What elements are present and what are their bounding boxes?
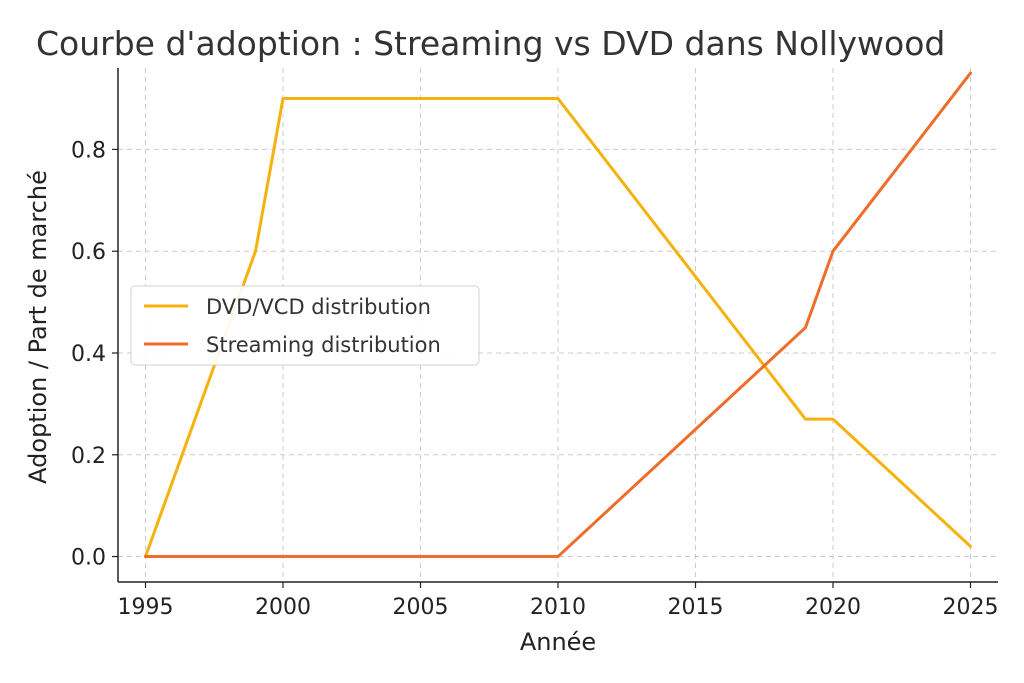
x-tick-label: 2020 — [805, 595, 861, 620]
y-tick-label: 0.4 — [71, 342, 106, 367]
y-tick-label: 0.8 — [71, 138, 106, 163]
x-tick-label: 2005 — [393, 595, 449, 620]
series-line-streaming — [144, 71, 972, 559]
x-tick-label: 1995 — [118, 595, 174, 620]
legend: DVD/VCD distribution Streaming distributi… — [130, 285, 480, 366]
series-layer — [144, 71, 972, 559]
legend-label-dvd: DVD/VCD distribution — [206, 295, 431, 319]
y-axis-label: Adoption / Part de marché — [24, 170, 52, 484]
legend-box — [130, 285, 480, 366]
ticks: 1995 2000 2005 2010 2015 2020 2025 0.0 0.2 0.4 0.6… — [71, 138, 999, 620]
series-line-dvd — [144, 97, 972, 559]
x-axis-label: Année — [520, 628, 596, 656]
y-tick-label: 0.2 — [71, 444, 106, 469]
y-tick-label: 0.6 — [71, 240, 106, 265]
x-tick-label: 2025 — [943, 595, 999, 620]
x-tick-label: 2000 — [255, 595, 311, 620]
chart-title: Courbe d'adoption : Streaming vs DVD dan… — [36, 24, 945, 63]
x-tick-label: 2015 — [668, 595, 724, 620]
y-tick-label: 0.0 — [71, 546, 106, 571]
legend-label-streaming: Streaming distribution — [206, 333, 441, 357]
x-tick-label: 2010 — [530, 595, 586, 620]
